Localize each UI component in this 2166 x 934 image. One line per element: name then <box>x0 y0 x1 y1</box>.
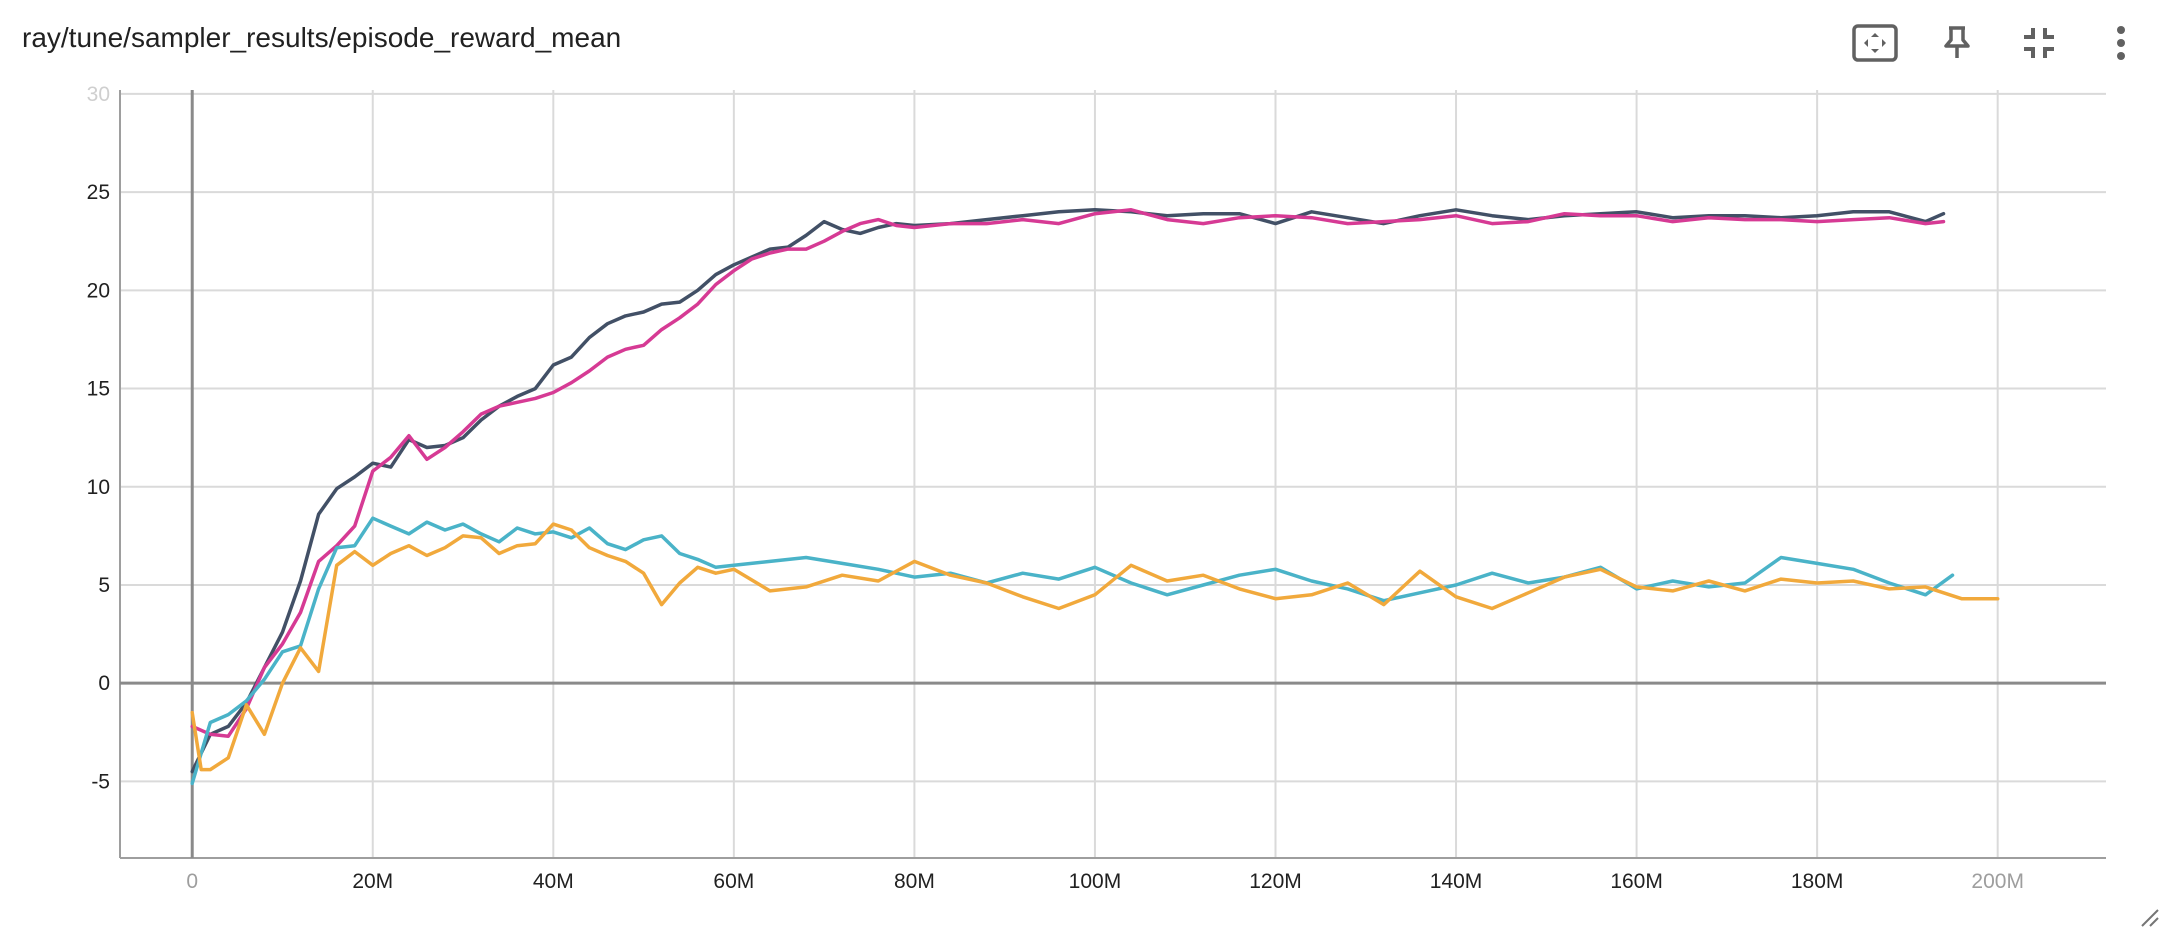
axes <box>119 90 2106 859</box>
y-tick-label: 25 <box>87 181 110 204</box>
pin-icon <box>1944 26 1970 58</box>
series-line-1[interactable] <box>190 208 1946 774</box>
more-vert-icon <box>2117 26 2125 60</box>
resize-handle-icon[interactable] <box>2138 906 2162 930</box>
y-tick-label: 20 <box>87 279 110 302</box>
grid <box>120 90 2106 858</box>
x-tick-label: 20M <box>352 870 393 893</box>
series-line-3[interactable] <box>190 516 1955 786</box>
series-lines <box>190 208 2000 786</box>
x-tick-label: 180M <box>1791 870 1844 893</box>
x-tick-label: 60M <box>713 870 754 893</box>
y-tick-label: 30 <box>87 84 110 106</box>
x-tick-label: 140M <box>1430 870 1483 893</box>
y-tick-label: 10 <box>87 476 110 499</box>
fit-domain-button[interactable] <box>1848 16 1902 70</box>
x-tick-label: 200M <box>1971 870 2024 893</box>
pin-button[interactable] <box>1930 16 1984 70</box>
collapse-icon <box>2024 28 2054 58</box>
y-tick-label: 5 <box>98 574 110 597</box>
card-header: ray/tune/sampler_results/episode_reward_… <box>0 0 2166 84</box>
tick-labels: 0 20M 40M 60M 80M 100M 120M 140M 160M 180M 200M 30 2… <box>87 84 2024 893</box>
line-chart[interactable]: 0 20M 40M 60M 80M 100M 120M 140M 160M 180M 200M 30 2… <box>0 84 2166 934</box>
more-options-button[interactable] <box>2094 16 2148 70</box>
y-tick-label: 15 <box>87 378 110 401</box>
card-title: ray/tune/sampler_results/episode_reward_… <box>22 22 622 53</box>
x-tick-label: 160M <box>1610 870 1663 893</box>
y-tick-label: -5 <box>91 770 110 793</box>
y-tick-label: 0 <box>98 672 110 695</box>
x-tick-label: 0 <box>186 870 198 893</box>
x-tick-label: 120M <box>1249 870 1302 893</box>
series-line-4[interactable] <box>190 522 2000 772</box>
collapse-button[interactable] <box>2012 16 2066 70</box>
x-tick-label: 100M <box>1069 870 1122 893</box>
card-toolbar <box>1848 16 2148 70</box>
x-tick-label: 40M <box>533 870 574 893</box>
fit-domain-icon <box>1852 24 1898 62</box>
series-line-2[interactable] <box>190 208 1946 738</box>
x-tick-label: 80M <box>894 870 935 893</box>
